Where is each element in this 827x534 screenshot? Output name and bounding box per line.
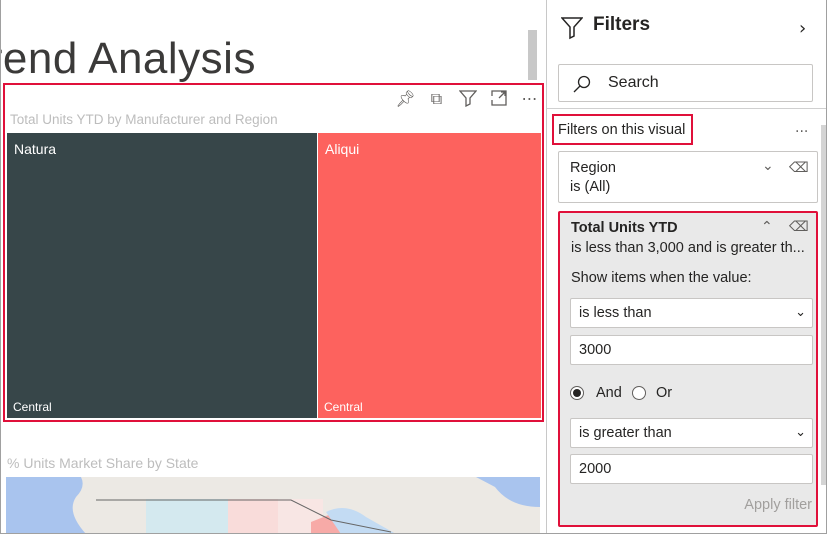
chart-title: Total Units YTD by Manufacturer and Regi…	[10, 112, 278, 127]
focus-mode-icon[interactable]	[488, 89, 509, 111]
filters-on-visual-heading: Filters on this visual	[552, 114, 693, 145]
treemap-tile-aliqui[interactable]: Aliqui Central	[318, 133, 541, 418]
more-options-icon[interactable]: ...	[795, 120, 809, 136]
filter-name: Total Units YTD	[571, 220, 678, 236]
and-radio[interactable]	[570, 386, 584, 400]
chevron-down-icon[interactable]: ⌄	[762, 158, 774, 174]
page-title: Trend Analysis	[0, 34, 256, 83]
report-canvas: Trend Analysis 📌︎ ⧉ ⋯ Total Units YTD by…	[0, 30, 544, 534]
filter-icon	[560, 16, 584, 44]
search-icon	[573, 75, 591, 93]
visual-header: 📌︎ ⧉ ⋯	[395, 89, 540, 111]
chevron-down-icon: ⌄	[795, 304, 806, 319]
condition1-dropdown[interactable]: is less than ⌄	[570, 298, 813, 328]
pane-scrollbar[interactable]	[821, 125, 827, 485]
apply-filter-button[interactable]: Apply filter	[744, 497, 812, 513]
tile-label: Aliqui	[325, 141, 360, 157]
treemap-visual[interactable]: 📌︎ ⧉ ⋯ Total Units YTD by Manufacturer a…	[3, 83, 544, 422]
tile-sublabel: Central	[13, 400, 52, 414]
filter-card-region[interactable]: Region is (All) ⌄ ⌫	[558, 151, 818, 203]
tile-sublabel: Central	[324, 400, 363, 414]
filter-icon[interactable]	[457, 89, 478, 111]
filters-pane: Filters › Search Filters on this visual …	[546, 0, 827, 534]
search-placeholder: Search	[608, 74, 659, 91]
show-items-label: Show items when the value:	[571, 270, 752, 286]
treemap-tile-natura[interactable]: Natura Central	[7, 133, 317, 418]
report-scrollbar[interactable]	[528, 30, 537, 80]
chevron-down-icon: ⌄	[795, 424, 806, 439]
collapse-pane-chevron-icon[interactable]: ›	[799, 18, 807, 39]
map-title: % Units Market Share by State	[7, 455, 199, 471]
value2-input[interactable]: 2000	[570, 454, 813, 484]
value1-input[interactable]: 3000	[570, 335, 813, 365]
divider	[547, 108, 827, 109]
or-radio[interactable]	[632, 386, 646, 400]
more-options-icon[interactable]: ⋯	[521, 89, 538, 108]
condition2-value: is greater than	[579, 425, 672, 441]
copy-icon[interactable]: ⧉	[430, 89, 443, 108]
condition1-value: is less than	[579, 305, 652, 321]
tile-label: Natura	[14, 141, 57, 157]
search-input[interactable]: Search	[558, 64, 813, 102]
map-image	[6, 477, 540, 534]
filter-summary: is (All)	[570, 179, 611, 195]
map-visual[interactable]	[6, 477, 540, 534]
filter-summary: is less than 3,000 and is greater th...	[571, 240, 805, 256]
or-label: Or	[656, 385, 673, 401]
clear-filter-eraser-icon[interactable]: ⌫	[789, 219, 809, 235]
filters-title: Filters	[593, 14, 651, 35]
and-label: And	[596, 385, 622, 401]
clear-filter-eraser-icon[interactable]: ⌫	[789, 160, 809, 176]
condition2-dropdown[interactable]: is greater than ⌄	[570, 418, 813, 448]
chevron-up-icon[interactable]: ⌃	[761, 219, 773, 235]
pin-icon[interactable]: 📌︎	[395, 89, 416, 108]
filter-card-total-units-ytd: Total Units YTD is less than 3,000 and i…	[558, 211, 818, 527]
filter-name: Region	[570, 160, 616, 176]
